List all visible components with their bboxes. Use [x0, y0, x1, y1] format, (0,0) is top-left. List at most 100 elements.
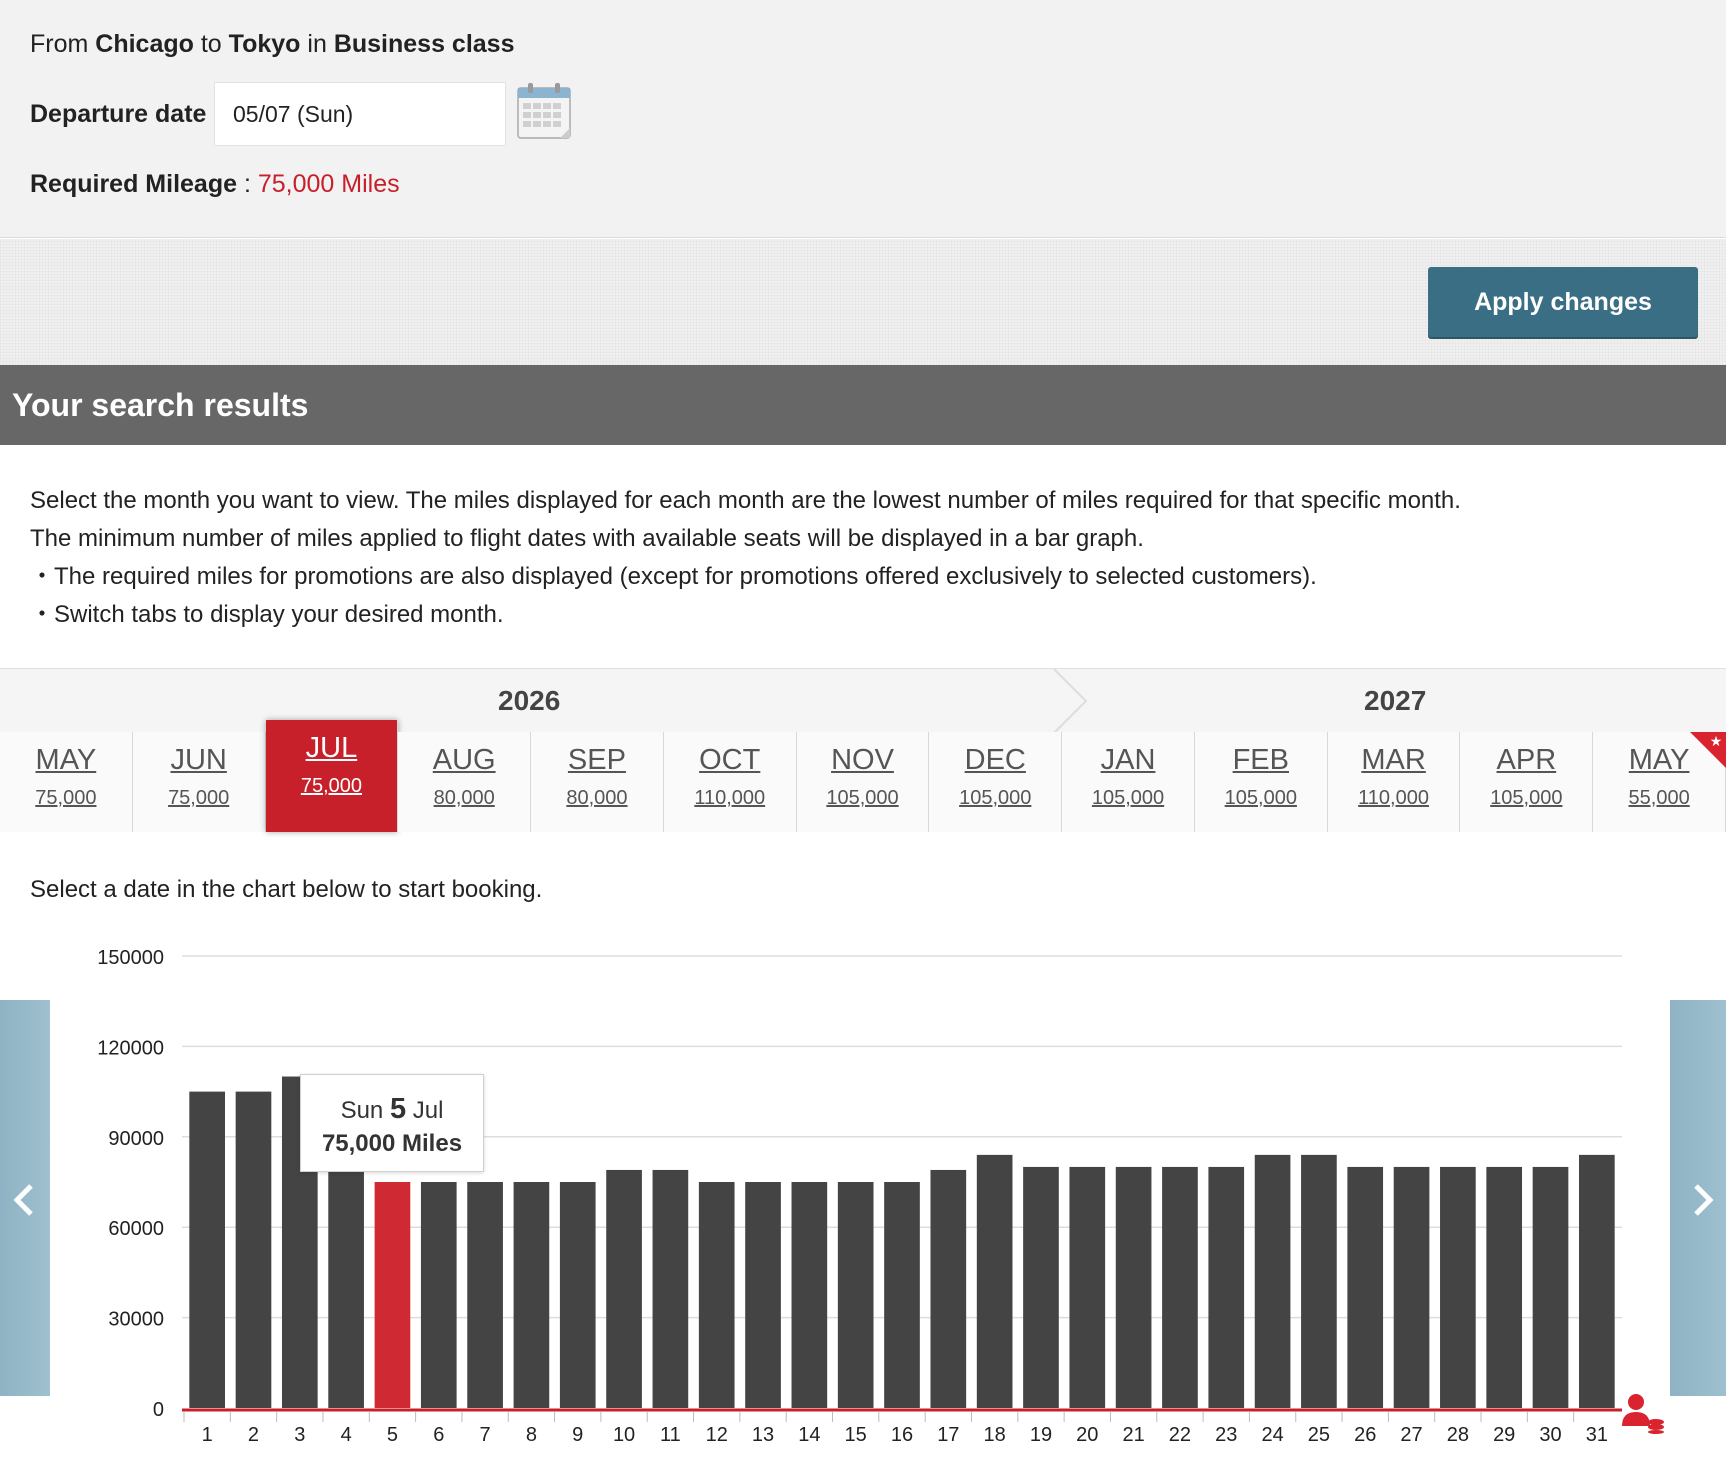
chart-bar[interactable] — [837, 1182, 874, 1408]
month-tab-label: DEC — [964, 744, 1026, 776]
user-miles-icon — [1622, 1394, 1664, 1434]
x-tick-label: 9 — [572, 1424, 583, 1446]
chart-bar[interactable] — [652, 1169, 689, 1408]
x-tick-label: 28 — [1447, 1424, 1469, 1446]
month-tab[interactable]: APR 105,000 — [1460, 732, 1594, 832]
desc-line: The minimum number of miles applied to f… — [30, 525, 1144, 552]
chart-bar[interactable] — [1301, 1154, 1337, 1408]
chart-bar[interactable] — [606, 1169, 642, 1408]
chart-bar[interactable] — [1069, 1166, 1106, 1408]
x-tick-label: 21 — [1122, 1424, 1144, 1446]
apply-changes-button[interactable]: Apply changes — [1428, 267, 1698, 337]
chart-bar[interactable] — [235, 1091, 272, 1408]
chart-bar[interactable] — [1486, 1166, 1523, 1408]
x-tick-label: 13 — [752, 1424, 774, 1446]
year-divider-icon — [1053, 669, 1088, 733]
chart-bar[interactable] — [1347, 1166, 1384, 1408]
chart-bar[interactable] — [1115, 1166, 1152, 1408]
chart-bar[interactable] — [1162, 1166, 1198, 1408]
month-tab[interactable]: JUL 75,000 — [265, 720, 399, 832]
results-description: Select the month you want to view. The m… — [30, 482, 1461, 634]
y-tick-label: 0 — [153, 1399, 164, 1421]
chart-bar[interactable] — [1393, 1166, 1430, 1408]
y-tick-label: 30000 — [108, 1309, 164, 1331]
y-tick-label: 150000 — [97, 947, 164, 969]
chart-bar[interactable] — [1254, 1154, 1291, 1408]
chart-bar[interactable] — [791, 1182, 828, 1408]
month-tab-miles: 110,000 — [1358, 787, 1429, 809]
month-tab-label: MAY — [1628, 744, 1690, 776]
x-tick-label: 4 — [341, 1424, 352, 1446]
chart-bar[interactable] — [420, 1182, 457, 1408]
x-tick-label: 5 — [387, 1424, 398, 1446]
x-tick-label: 1 — [202, 1424, 213, 1446]
month-tab[interactable]: OCT 110,000 — [663, 732, 797, 832]
month-tab[interactable]: FEB 105,000 — [1194, 732, 1328, 832]
month-tab-miles: 75,000 — [168, 787, 230, 809]
y-tick-label: 60000 — [108, 1218, 164, 1240]
x-tick-label: 10 — [613, 1424, 635, 1446]
chart-bar[interactable] — [1208, 1166, 1245, 1408]
x-tick-label: 14 — [798, 1424, 820, 1446]
route-destination: Tokyo — [228, 30, 301, 58]
route-cabin: Business class — [333, 30, 515, 58]
chart-bar[interactable] — [189, 1091, 225, 1408]
chart-bar[interactable] — [976, 1154, 1013, 1408]
month-tab-label: JUN — [170, 744, 227, 776]
desc-line: ・Switch tabs to display your desired mon… — [30, 601, 504, 628]
x-tick-label: 20 — [1076, 1424, 1098, 1446]
month-tab[interactable]: MAY 75,000 — [0, 732, 133, 832]
x-tick-label: 3 — [294, 1424, 305, 1446]
month-tab[interactable]: JAN 105,000 — [1062, 732, 1195, 832]
month-tab[interactable]: AUG 80,000 — [398, 732, 532, 832]
departure-date-input[interactable] — [214, 82, 506, 146]
year-label-2027: 2027 — [1364, 685, 1427, 716]
chart-bar[interactable] — [467, 1182, 503, 1408]
x-tick-label: 31 — [1586, 1424, 1608, 1446]
chart-bar[interactable] — [1023, 1166, 1059, 1408]
chart-bar[interactable] — [513, 1182, 550, 1408]
month-tab[interactable]: NOV 105,000 — [796, 732, 930, 832]
chart-bar[interactable] — [1579, 1154, 1615, 1408]
calendar-icon[interactable] — [516, 82, 572, 140]
month-tab[interactable]: JUN 75,000 — [132, 732, 266, 832]
month-tab-miles: 75,000 — [35, 787, 97, 809]
x-tick-label: 26 — [1354, 1424, 1376, 1446]
chart-bar[interactable] — [930, 1169, 967, 1408]
chevron-left-icon — [13, 1184, 33, 1216]
x-tick-label: 27 — [1400, 1424, 1422, 1446]
x-tick-label: 17 — [937, 1424, 959, 1446]
chart-bar[interactable] — [698, 1182, 735, 1408]
month-tab[interactable]: DEC 105,000 — [929, 732, 1063, 832]
month-tab-label: MAR — [1361, 744, 1426, 776]
month-tab[interactable]: MAR 110,000 — [1327, 732, 1461, 832]
month-tab-label: FEB — [1232, 744, 1289, 776]
month-tab-label: APR — [1496, 744, 1557, 776]
chevron-right-icon — [1694, 1184, 1714, 1216]
chart-bar[interactable] — [559, 1182, 596, 1408]
route-in-word: in — [307, 30, 327, 58]
month-tab-miles: 105,000 — [826, 787, 899, 809]
chart-bar[interactable] — [884, 1182, 920, 1408]
route-origin: Chicago — [95, 30, 194, 58]
x-tick-label: 22 — [1169, 1424, 1191, 1446]
x-tick-label: 6 — [433, 1424, 444, 1446]
x-tick-label: 29 — [1493, 1424, 1515, 1446]
chart-tooltip: Sun 5 Jul 75,000 Miles — [300, 1074, 484, 1172]
departure-date-label: Departure date — [30, 100, 207, 128]
chart-bar[interactable] — [374, 1182, 411, 1408]
next-month-button[interactable] — [1670, 1000, 1726, 1396]
required-mileage-value: 75,000 Miles — [257, 170, 400, 198]
prev-month-button[interactable] — [0, 1000, 50, 1396]
chart-bar[interactable] — [1532, 1166, 1569, 1408]
chart-bar[interactable] — [1440, 1166, 1476, 1408]
x-tick-label: 12 — [706, 1424, 728, 1446]
month-tab-label: OCT — [699, 744, 761, 776]
month-tab-label: AUG — [432, 744, 496, 776]
month-tab[interactable]: SEP 80,000 — [531, 732, 664, 832]
chart-bar[interactable] — [745, 1182, 781, 1408]
month-tab-miles: 75,000 — [300, 775, 362, 797]
month-tab-miles: 105,000 — [1224, 787, 1297, 809]
month-tab[interactable]: MAY 55,000 — [1593, 732, 1726, 832]
